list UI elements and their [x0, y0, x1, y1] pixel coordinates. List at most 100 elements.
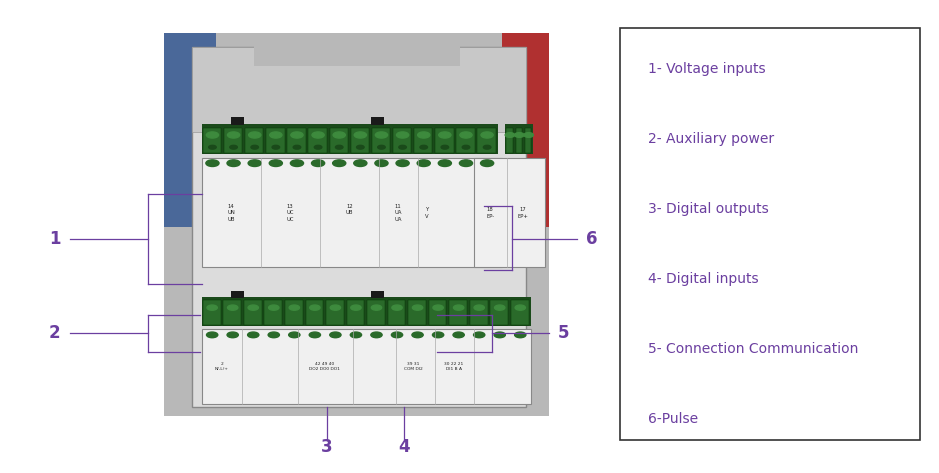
Text: 6-Pulse: 6-Pulse: [648, 412, 698, 426]
Circle shape: [354, 132, 366, 138]
Circle shape: [315, 145, 322, 149]
FancyBboxPatch shape: [202, 329, 531, 404]
Text: 3: 3: [321, 438, 332, 456]
Circle shape: [494, 332, 505, 338]
Circle shape: [433, 305, 443, 310]
Text: 5: 5: [558, 324, 569, 342]
Text: 18
EP-: 18 EP-: [486, 207, 494, 219]
Circle shape: [269, 332, 280, 338]
FancyBboxPatch shape: [525, 128, 531, 153]
Circle shape: [354, 160, 367, 166]
Circle shape: [251, 145, 258, 149]
Circle shape: [371, 305, 381, 310]
Circle shape: [331, 305, 341, 310]
FancyBboxPatch shape: [474, 158, 545, 267]
FancyBboxPatch shape: [192, 47, 526, 407]
Circle shape: [293, 145, 300, 149]
Circle shape: [248, 160, 261, 166]
Circle shape: [207, 305, 217, 310]
FancyBboxPatch shape: [244, 300, 262, 325]
Circle shape: [376, 132, 388, 138]
Circle shape: [227, 305, 238, 310]
FancyBboxPatch shape: [516, 128, 522, 153]
Circle shape: [515, 132, 524, 137]
FancyBboxPatch shape: [429, 300, 446, 325]
FancyBboxPatch shape: [202, 158, 502, 267]
FancyBboxPatch shape: [203, 128, 222, 153]
Circle shape: [310, 305, 320, 310]
Text: 2
N/-L/+: 2 N/-L/+: [215, 362, 228, 371]
Circle shape: [459, 160, 472, 166]
Circle shape: [291, 132, 303, 138]
FancyBboxPatch shape: [620, 28, 920, 440]
Circle shape: [441, 145, 449, 149]
Circle shape: [412, 305, 423, 310]
FancyBboxPatch shape: [478, 128, 496, 153]
Text: 14
UN
UB: 14 UN UB: [227, 204, 235, 222]
FancyBboxPatch shape: [388, 300, 406, 325]
Circle shape: [335, 145, 343, 149]
FancyBboxPatch shape: [346, 300, 364, 325]
Circle shape: [248, 305, 258, 310]
Circle shape: [392, 305, 402, 310]
FancyBboxPatch shape: [164, 33, 549, 416]
Circle shape: [396, 132, 408, 138]
Text: 12
UB: 12 UB: [346, 204, 353, 222]
Circle shape: [516, 305, 526, 310]
Circle shape: [371, 332, 382, 338]
FancyBboxPatch shape: [223, 300, 241, 325]
Text: 17
EP+: 17 EP+: [517, 207, 529, 219]
Text: Y
V: Y V: [425, 207, 429, 219]
Text: 4- Digital inputs: 4- Digital inputs: [648, 272, 759, 286]
Circle shape: [462, 145, 470, 149]
FancyBboxPatch shape: [371, 291, 384, 298]
Circle shape: [439, 132, 451, 138]
FancyBboxPatch shape: [305, 300, 323, 325]
Circle shape: [269, 132, 282, 138]
FancyBboxPatch shape: [490, 300, 508, 325]
Circle shape: [332, 160, 346, 166]
Text: 11
UA
UA: 11 UA UA: [394, 204, 402, 222]
Circle shape: [248, 332, 259, 338]
Circle shape: [207, 332, 218, 338]
FancyBboxPatch shape: [231, 291, 244, 298]
Circle shape: [230, 145, 238, 149]
Circle shape: [473, 332, 485, 338]
Circle shape: [269, 305, 279, 310]
Text: 5- Connection Communication: 5- Connection Communication: [648, 342, 858, 356]
Circle shape: [330, 332, 341, 338]
Circle shape: [453, 332, 464, 338]
Circle shape: [481, 160, 494, 166]
Text: 2- Auxiliary power: 2- Auxiliary power: [648, 131, 774, 146]
Circle shape: [481, 132, 493, 138]
Circle shape: [439, 160, 452, 166]
Circle shape: [288, 332, 300, 338]
Circle shape: [433, 332, 444, 338]
Text: 3- Digital outputs: 3- Digital outputs: [648, 201, 769, 216]
Circle shape: [399, 145, 407, 149]
FancyBboxPatch shape: [192, 47, 526, 132]
Circle shape: [227, 332, 239, 338]
FancyBboxPatch shape: [414, 128, 433, 153]
FancyBboxPatch shape: [436, 128, 454, 153]
FancyBboxPatch shape: [326, 300, 344, 325]
FancyBboxPatch shape: [223, 128, 242, 153]
FancyBboxPatch shape: [265, 300, 282, 325]
FancyBboxPatch shape: [456, 128, 475, 153]
Circle shape: [249, 132, 261, 138]
Text: 6: 6: [586, 230, 597, 248]
Circle shape: [269, 160, 283, 166]
FancyBboxPatch shape: [367, 300, 385, 325]
Circle shape: [412, 332, 423, 338]
Circle shape: [272, 145, 280, 149]
FancyBboxPatch shape: [330, 128, 347, 153]
Circle shape: [207, 132, 219, 138]
FancyBboxPatch shape: [393, 128, 411, 153]
FancyBboxPatch shape: [351, 128, 369, 153]
Circle shape: [357, 145, 364, 149]
FancyBboxPatch shape: [267, 128, 285, 153]
Circle shape: [396, 160, 409, 166]
Circle shape: [524, 132, 533, 137]
Circle shape: [290, 160, 303, 166]
Text: 42 49 40
DO2 DO0 DO1: 42 49 40 DO2 DO0 DO1: [310, 362, 340, 371]
